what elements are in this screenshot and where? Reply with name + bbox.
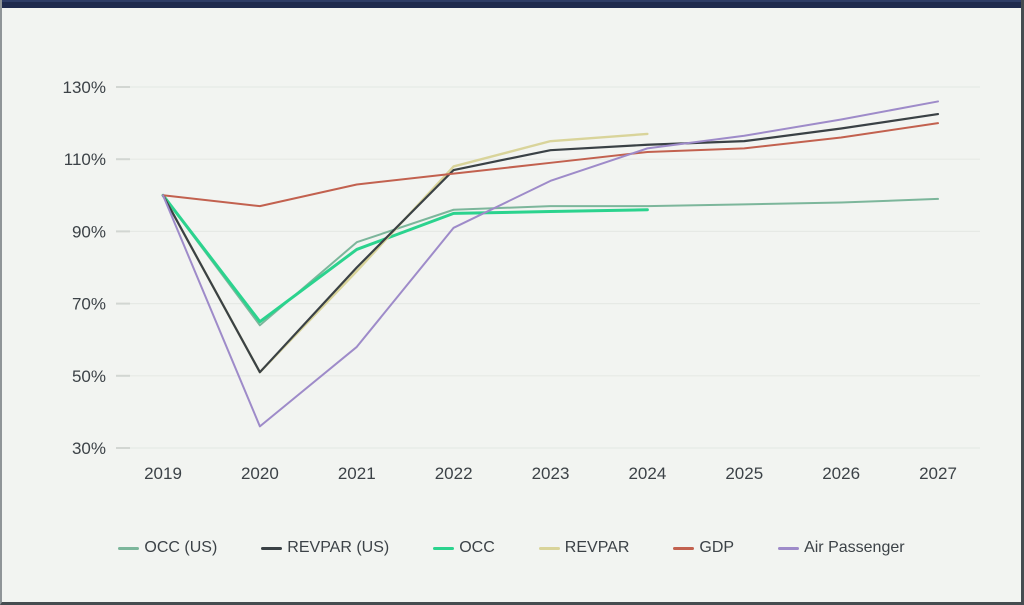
x-axis-label: 2023 <box>532 464 570 483</box>
series-line-occ <box>161 193 649 324</box>
legend-swatch <box>778 546 800 550</box>
x-axis-label: 2022 <box>435 464 473 483</box>
y-axis-tick-label: 110% <box>64 150 106 169</box>
x-axis-label: 2027 <box>919 464 957 483</box>
legend-item-gdp[interactable]: GDP <box>673 539 734 557</box>
series-line-air-passenger <box>162 100 939 428</box>
legend-item-revpar[interactable]: REVPAR <box>538 539 630 557</box>
legend-item-occ[interactable]: OCC <box>433 539 495 557</box>
legend-label: OCC <box>459 539 495 556</box>
x-axis-label: 2024 <box>628 464 666 483</box>
legend-item-air-passenger[interactable]: Air Passenger <box>778 539 905 557</box>
legend-swatch <box>673 546 695 550</box>
y-axis-tick-label: 30% <box>72 439 106 458</box>
y-axis-tick-label: 90% <box>72 222 106 241</box>
x-axis-label: 2021 <box>338 464 376 483</box>
legend-label: Air Passenger <box>804 539 905 556</box>
legend-item-revpar-us[interactable]: REVPAR (US) <box>261 539 389 557</box>
legend-swatch <box>118 546 140 550</box>
x-axis-label: 2025 <box>725 464 763 483</box>
series-line-revpar <box>161 132 649 374</box>
top-navy-bar <box>2 0 1021 8</box>
legend-label: GDP <box>699 539 735 556</box>
x-axis-label: 2020 <box>241 464 279 483</box>
series-line-revpar-us <box>161 112 940 374</box>
legend-swatch <box>433 546 455 550</box>
chart-legend: OCC (US) REVPAR (US) OCC REVPAR GDP Air Passe… <box>2 539 1021 557</box>
legend-item-occ-us[interactable]: OCC (US) <box>118 539 217 557</box>
y-axis-tick-label: 130% <box>63 78 106 97</box>
y-axis-tick-label: 70% <box>72 295 106 314</box>
legend-label: OCC (US) <box>144 539 218 556</box>
legend-label: REVPAR (US) <box>287 539 390 556</box>
x-axis-label: 2019 <box>144 464 182 483</box>
legend-label: REVPAR <box>564 539 630 556</box>
legend-swatch <box>261 546 283 550</box>
x-axis-label: 2026 <box>822 464 860 483</box>
legend-swatch <box>538 546 560 550</box>
series-line-gdp <box>162 122 939 208</box>
y-axis-tick-label: 50% <box>72 367 106 386</box>
